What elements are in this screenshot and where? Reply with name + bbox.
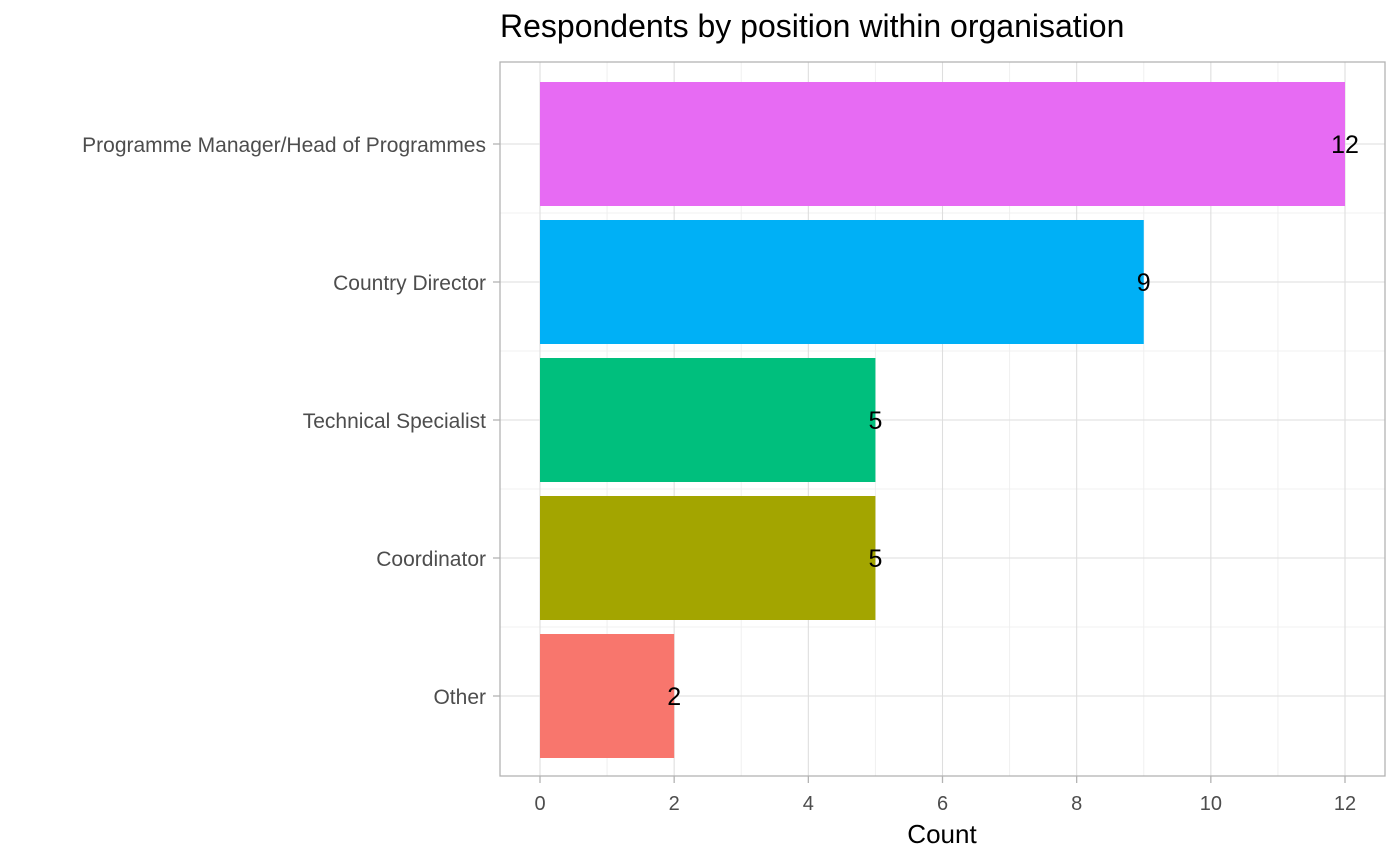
x-tick-label: 12 [1334, 793, 1356, 815]
bar [540, 496, 876, 620]
value-axis: 0 2 4 6 8 10 12 [534, 776, 1356, 815]
bar-value-label: 9 [1137, 269, 1151, 297]
category-axis: Programme Manager/Head of Programmes Coun… [82, 134, 500, 709]
x-tick-label: 8 [1071, 793, 1082, 815]
category-label: Technical Specialist [303, 410, 486, 433]
bar-value-label: 5 [868, 545, 882, 573]
bar [540, 220, 1144, 344]
bar-value-label: 2 [667, 683, 681, 711]
category-label: Programme Manager/Head of Programmes [82, 134, 486, 157]
bar-value-label: 12 [1331, 131, 1359, 159]
bar [540, 634, 675, 758]
category-label: Country Director [333, 272, 486, 295]
data-labels: 12 9 5 5 2 [667, 131, 1359, 711]
x-tick-label: 4 [803, 793, 814, 815]
x-tick-label: 6 [937, 793, 948, 815]
category-label: Coordinator [376, 548, 486, 571]
x-tick-label: 2 [669, 793, 680, 815]
chart-title: Respondents by position within organisat… [500, 8, 1125, 44]
bar [540, 82, 1345, 206]
x-axis-title: Count [907, 819, 977, 849]
x-tick-label: 10 [1200, 793, 1222, 815]
category-label: Other [433, 686, 486, 709]
bar-value-label: 5 [868, 407, 882, 435]
bars [540, 82, 1345, 758]
bar [540, 358, 876, 482]
x-tick-label: 0 [534, 793, 545, 815]
plot-border [499, 61, 1386, 777]
